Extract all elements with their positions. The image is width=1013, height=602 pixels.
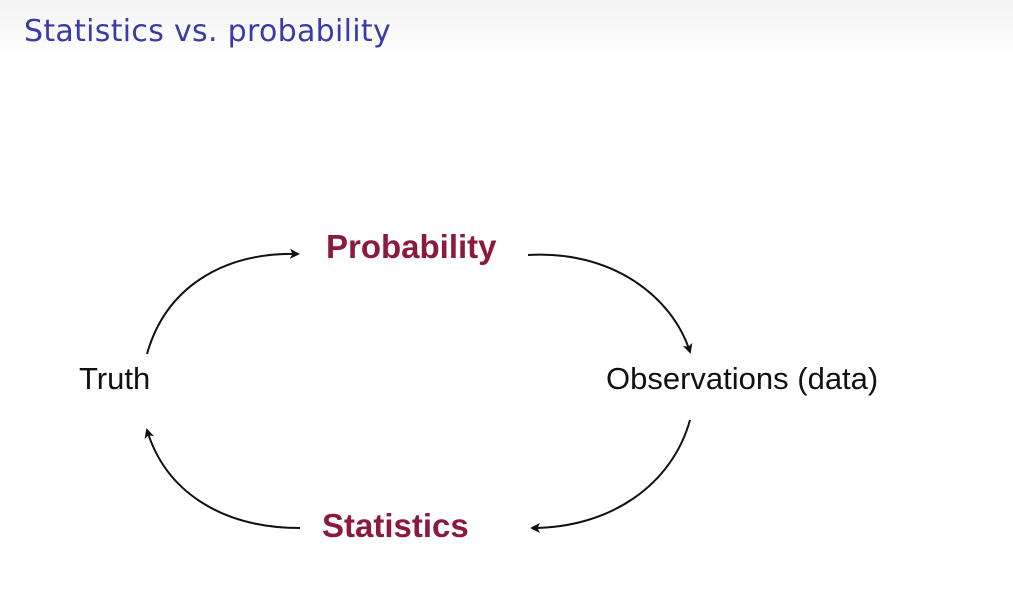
node-observations: Observations (data) xyxy=(606,361,879,396)
arrow-truth-to-probability xyxy=(146,248,300,355)
node-statistics: Statistics xyxy=(322,507,469,544)
slide-title: Statistics vs. probability xyxy=(24,14,391,49)
arrow-statistics-to-truth xyxy=(144,428,301,529)
node-truth: Truth xyxy=(79,361,151,396)
arrow-observations-to-statistics xyxy=(530,419,691,533)
arrow-probability-to-observations xyxy=(527,253,693,354)
node-probability: Probability xyxy=(326,228,497,265)
